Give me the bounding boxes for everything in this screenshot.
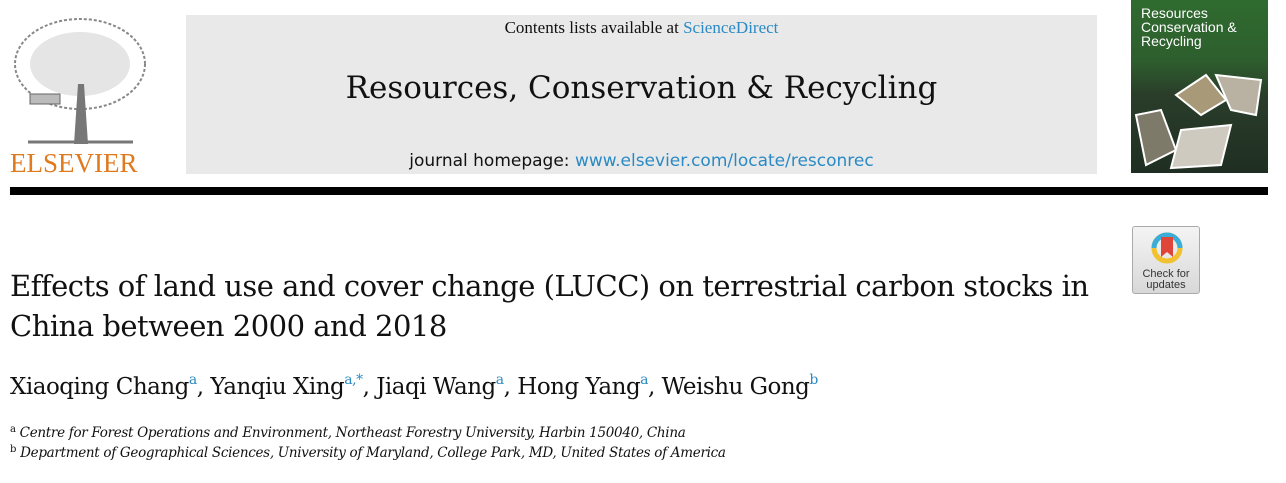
elsevier-wordmark: ELSEVIER [10, 148, 138, 178]
homepage-line: journal homepage: www.elsevier.com/locat… [186, 151, 1097, 171]
affiliation-label: a [10, 424, 16, 435]
article-title: Effects of land use and cover change (LU… [10, 269, 1089, 343]
recycle-arrows-icon [1134, 73, 1263, 170]
contents-prefix: Contents lists available at [504, 18, 684, 37]
check-updates-icon [1151, 232, 1183, 264]
author-affiliation-marker[interactable]: b [809, 372, 818, 388]
cover-title: Resources Conservation & Recycling [1141, 5, 1237, 49]
affiliation-text: Centre for Forest Operations and Environ… [19, 425, 686, 441]
journal-banner: Contents lists available at ScienceDirec… [186, 15, 1097, 174]
affiliation-b: b Department of Geographical Sciences, U… [10, 444, 726, 461]
author-affiliation-marker[interactable]: a,* [344, 372, 363, 388]
author-name[interactable]: Yanqiu Xing [210, 374, 345, 400]
author-affiliation-marker[interactable]: a [188, 372, 197, 388]
author-name[interactable]: Jiaqi Wang [376, 374, 496, 400]
check-for-updates-button[interactable]: Check for updates [1132, 226, 1200, 294]
tree-icon [14, 18, 146, 144]
author-name[interactable]: Xiaoqing Chang [10, 374, 189, 400]
affiliation-text: Department of Geographical Sciences, Uni… [20, 445, 726, 461]
author-name[interactable]: Weishu Gong [661, 374, 810, 400]
elsevier-tree-logo[interactable] [8, 14, 153, 179]
author-affiliation-marker[interactable]: a [640, 372, 649, 388]
author-list: Xiaoqing Changa, Yanqiu Xinga,*, Jiaqi W… [10, 372, 818, 400]
contents-line: Contents lists available at ScienceDirec… [186, 18, 1097, 38]
header-rule [10, 187, 1268, 195]
check-updates-label: Check for updates [1142, 268, 1190, 291]
author-name[interactable]: Hong Yang [517, 374, 641, 400]
affiliation-label: b [10, 444, 17, 455]
journal-cover[interactable]: Resources Conservation & Recycling [1131, 0, 1268, 173]
homepage-prefix: journal homepage: [409, 151, 575, 171]
journal-title: Resources, Conservation & Recycling [345, 70, 938, 106]
homepage-link[interactable]: www.elsevier.com/locate/resconrec [574, 151, 874, 171]
affiliation-a: a Centre for Forest Operations and Envir… [10, 424, 686, 441]
sciencedirect-link[interactable]: ScienceDirect [683, 18, 779, 37]
author-affiliation-marker[interactable]: a [495, 372, 504, 388]
